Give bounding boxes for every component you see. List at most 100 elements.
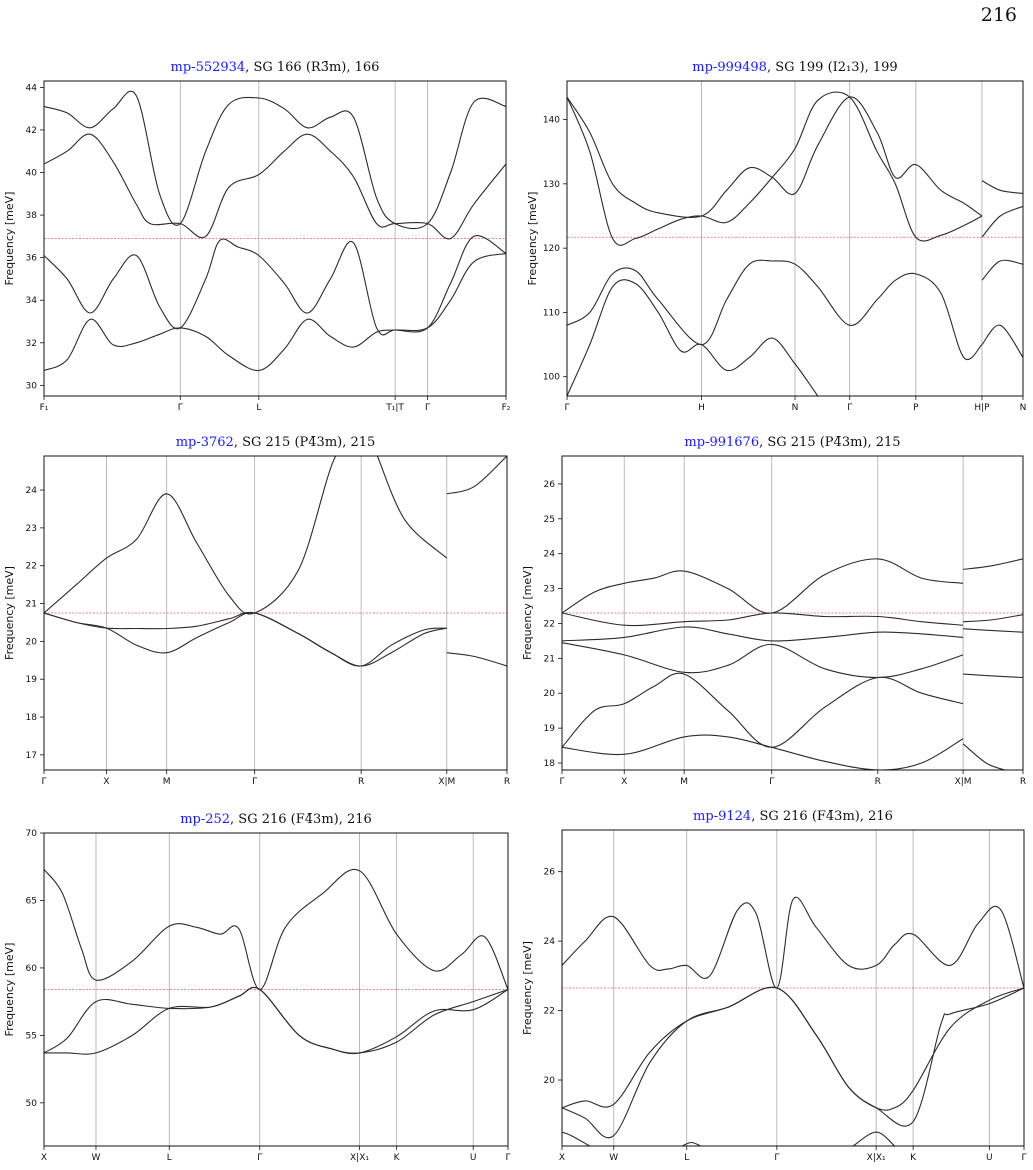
chart-title: mp-552934, SG 166 (R3̄m), 166 — [171, 60, 380, 75]
axes-frame — [43, 832, 509, 1147]
y-tick-label: 26 — [544, 868, 556, 878]
x-tick-label: P — [913, 403, 919, 413]
x-tick-label: N — [792, 403, 799, 413]
band-line — [567, 91, 983, 246]
band-line — [963, 628, 1023, 633]
chart-title: mp-991676, SG 215 (P4̄3m), 215 — [684, 435, 900, 450]
x-tick-label: R — [358, 777, 364, 787]
chart-panel: 30 32 34 36 38 40 42 44 F₁ Γ L T₁|T Γ F₂ Frequency [me… — [3, 60, 511, 413]
band-line — [44, 612, 447, 667]
x-tick-label: Γ — [559, 777, 564, 787]
y-tick-label: 50 — [26, 1099, 38, 1109]
material-id: mp-252 — [180, 812, 230, 827]
band-line — [963, 673, 1023, 679]
axes-frame — [43, 455, 508, 771]
chart-title: mp-9124, SG 216 (F4̄3m), 216 — [693, 809, 893, 824]
material-id: mp-552934 — [171, 60, 246, 75]
x-tick-label: X — [621, 777, 627, 787]
y-tick-label: 30 — [26, 381, 38, 391]
x-tick-label: R — [1020, 777, 1026, 787]
space-group: , SG 216 (F4̄3m), 216 — [230, 812, 372, 827]
y-tick-label: 70 — [26, 829, 38, 839]
y-tick-label: 22 — [544, 1007, 555, 1017]
y-tick-label: 26 — [544, 480, 556, 490]
band-line — [567, 259, 983, 360]
chart-panel: 100 110 120 130 140 Γ H N Γ P H|P N Frequency [meV] m… — [526, 60, 1026, 413]
band-line — [562, 612, 964, 627]
y-axis-label: Frequency [meV] — [3, 566, 16, 660]
band-line — [562, 734, 964, 770]
x-tick-label: F₁ — [40, 403, 49, 413]
band-line — [44, 986, 508, 1055]
material-id: mp-991676 — [684, 435, 759, 450]
band-line — [562, 626, 964, 642]
y-axis-label: Frequency [meV] — [526, 192, 539, 286]
band-line — [567, 96, 983, 218]
x-tick-label: X|X₁ — [867, 1153, 886, 1163]
space-group: , SG 166 (R3̄m), 166 — [245, 60, 379, 75]
band-line — [44, 133, 506, 240]
y-tick-label: 55 — [26, 1031, 37, 1041]
x-tick-label: H — [698, 403, 705, 413]
y-tick-label: 34 — [26, 296, 38, 306]
y-axis-label: Frequency [meV] — [3, 943, 16, 1037]
chart-title: mp-3762, SG 215 (P4̄3m), 215 — [176, 435, 376, 450]
y-tick-label: 36 — [26, 254, 38, 264]
y-tick-label: 25 — [544, 515, 555, 525]
band-line — [963, 558, 1023, 570]
x-tick-label: R — [875, 777, 881, 787]
y-tick-label: 110 — [543, 308, 560, 318]
band-line — [446, 456, 507, 495]
y-tick-label: 19 — [544, 724, 556, 734]
band-line — [562, 986, 1024, 1111]
band-line — [376, 456, 448, 559]
y-tick-label: 44 — [26, 83, 38, 93]
x-tick-label: L — [684, 1153, 689, 1163]
band-line — [562, 558, 964, 614]
x-tick-label: U — [986, 1153, 993, 1163]
band-line — [44, 456, 362, 615]
band-line — [981, 205, 1023, 238]
band-line — [962, 743, 1005, 770]
band-line — [44, 235, 506, 336]
y-tick-label: 17 — [26, 751, 37, 761]
page-number: 216 — [980, 4, 1017, 26]
axes-frame — [43, 80, 507, 397]
y-tick-label: 23 — [26, 524, 37, 534]
x-tick-label: Γ — [425, 403, 430, 413]
series-group — [44, 868, 508, 1055]
y-tick-label: 42 — [26, 126, 37, 136]
band-line — [963, 614, 1023, 623]
series-group — [44, 90, 506, 372]
y-tick-label: 20 — [544, 689, 556, 699]
chart-panel: 17 18 19 20 21 22 23 24 Γ X M Γ R X|M R Frequency [meV]… — [3, 435, 510, 787]
y-tick-label: 18 — [26, 713, 38, 723]
x-tick-label: Γ — [774, 1153, 779, 1163]
x-tick-label: Γ — [505, 1153, 510, 1163]
x-tick-label: N — [1020, 403, 1027, 413]
band-line — [567, 279, 819, 396]
x-tick-label: W — [92, 1153, 101, 1163]
y-tick-label: 24 — [544, 550, 556, 560]
x-tick-label: L — [256, 403, 261, 413]
space-group: , SG 216 (F4̄3m), 216 — [751, 809, 893, 824]
band-line — [562, 986, 1024, 1139]
x-tick-label: X — [559, 1153, 565, 1163]
y-tick-label: 22 — [544, 619, 555, 629]
y-tick-label: 24 — [544, 937, 556, 947]
y-tick-label: 140 — [543, 116, 560, 126]
band-line — [562, 1131, 590, 1146]
x-tick-label: R — [504, 777, 510, 787]
chart-panel: 20 22 24 26 X W L Γ X|X₁ K U Γ Frequency [meV] mp-912… — [521, 809, 1027, 1163]
y-tick-label: 130 — [543, 180, 560, 190]
x-tick-label: Γ — [847, 403, 852, 413]
x-tick-label: Γ — [257, 1153, 262, 1163]
x-tick-label: X — [41, 1153, 47, 1163]
band-line — [852, 1131, 895, 1146]
band-line — [681, 1141, 701, 1146]
x-tick-label: Γ — [564, 403, 569, 413]
band-line — [44, 252, 506, 372]
band-line — [44, 868, 508, 991]
x-tick-label: X|X₁ — [350, 1153, 369, 1163]
